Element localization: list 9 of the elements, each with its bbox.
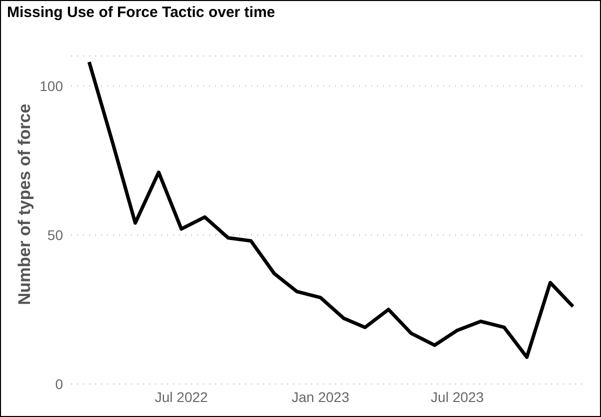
chart-title: Missing Use of Force Tactic over time bbox=[7, 4, 276, 21]
y-tick-label: 50 bbox=[47, 226, 64, 243]
y-axis-title: Number of types of force bbox=[15, 104, 34, 305]
y-tick-label: 100 bbox=[40, 78, 64, 94]
x-tick-label: Jan 2023 bbox=[292, 388, 350, 405]
line-series bbox=[87, 60, 575, 359]
x-tick-label: Jul 2023 bbox=[430, 388, 484, 405]
y-tick-label: 0 bbox=[55, 376, 64, 392]
x-tick-label: Jul 2022 bbox=[154, 388, 208, 405]
